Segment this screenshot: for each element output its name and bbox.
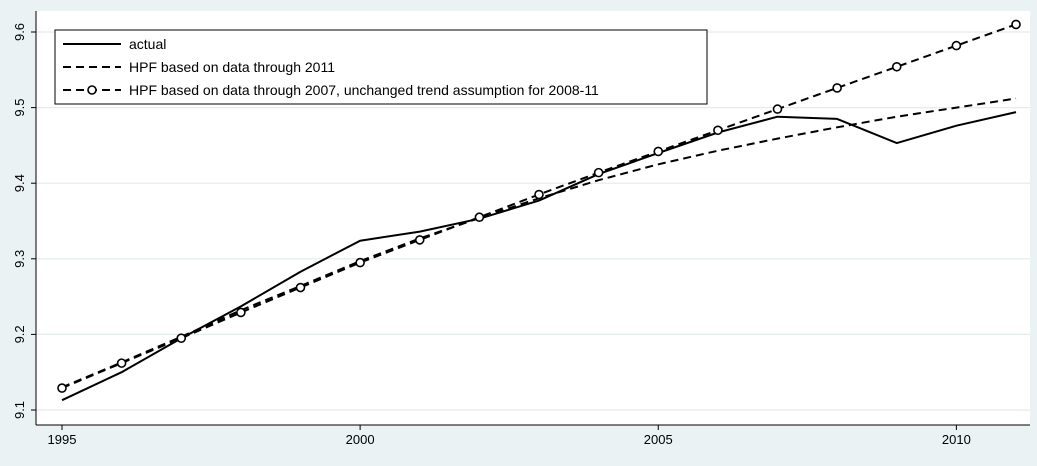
x-axis-ticks: 1995 2000 2005 2010 <box>48 425 971 447</box>
x-tick-label: 2005 <box>644 432 673 447</box>
axes <box>35 11 1030 426</box>
legend-label-1: actual <box>129 36 166 52</box>
data-point <box>1011 19 1021 30</box>
data-point <box>593 167 604 178</box>
data-point <box>772 104 783 114</box>
legend-label-3: HPF based on data through 2007, unchange… <box>129 82 599 98</box>
series-line-1 <box>61 111 1017 402</box>
x-tick-label: 1995 <box>48 432 77 447</box>
y-tick-label: 9.6 <box>12 23 27 41</box>
data-point <box>653 146 664 157</box>
data-point <box>57 383 67 393</box>
data-point <box>474 212 485 223</box>
y-tick-label: 9.2 <box>12 325 27 343</box>
data-point <box>891 61 902 72</box>
data-point <box>534 189 544 200</box>
data-point <box>176 333 187 343</box>
y-tick-label: 9.4 <box>12 174 27 192</box>
y-tick-label: 9.5 <box>12 99 27 117</box>
data-point <box>713 125 723 136</box>
y-axis-ticks: 9.1 9.2 9.3 9.4 9.5 9.6 <box>12 23 36 419</box>
data-point <box>414 235 425 245</box>
data-point <box>355 257 365 268</box>
data-point <box>236 307 246 318</box>
series-lines <box>57 19 1021 402</box>
x-tick-label: 2000 <box>346 432 375 447</box>
x-tick-label: 2010 <box>942 432 971 447</box>
legend-box <box>54 29 708 105</box>
legend-marker <box>87 85 97 95</box>
y-tick-label: 9.3 <box>12 250 27 268</box>
data-point <box>295 282 306 293</box>
data-point <box>116 358 127 368</box>
data-point <box>951 40 962 51</box>
y-tick-label: 9.1 <box>12 401 27 419</box>
legend: actual HPF based on data through 2011 HPF … <box>54 29 708 105</box>
data-point <box>832 83 842 93</box>
legend-label-2: HPF based on data through 2011 <box>129 59 335 75</box>
